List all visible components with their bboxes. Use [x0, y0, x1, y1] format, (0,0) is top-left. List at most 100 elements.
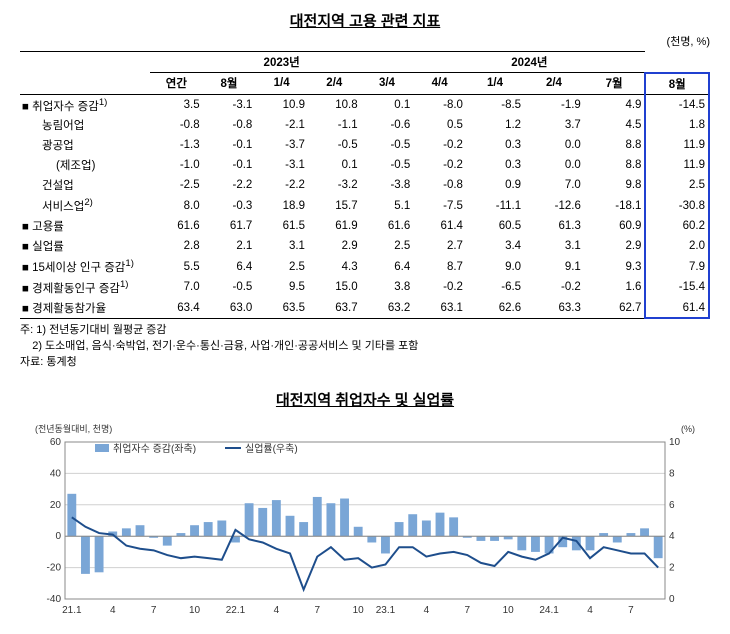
bar — [286, 516, 295, 536]
table-cell: 15.0 — [308, 277, 361, 298]
table-cell: -18.1 — [584, 195, 646, 216]
table-cell: 3.5 — [150, 94, 203, 115]
col-header: 4/4 — [413, 73, 466, 95]
svg-text:60: 60 — [50, 437, 62, 448]
table-cell: 10.8 — [308, 94, 361, 115]
svg-text:0: 0 — [669, 594, 675, 605]
bar — [476, 536, 485, 541]
table-cell: 1.2 — [466, 115, 524, 135]
table-cell: 9.0 — [466, 256, 524, 277]
year-header: 2023년 — [150, 52, 413, 73]
bar — [490, 536, 499, 541]
bar — [354, 527, 363, 536]
table-cell: 61.6 — [361, 216, 414, 236]
table-title: 대전지역 고용 관련 지표 — [20, 10, 710, 31]
row-label: 서비스업2) — [20, 195, 150, 216]
row-label: 건설업 — [20, 175, 150, 195]
table-cell: 18.9 — [255, 195, 308, 216]
table-cell: -0.1 — [203, 135, 256, 155]
bar — [367, 536, 376, 542]
table-cell: 61.4 — [645, 298, 709, 319]
table-body: ■ 취업자수 증감1)3.5-3.110.910.80.1-8.0-8.5-1.… — [20, 94, 709, 318]
table-cell: 63.4 — [150, 298, 203, 319]
bar — [613, 536, 622, 542]
bar — [122, 528, 131, 536]
bar — [313, 497, 322, 536]
table-cell: -0.5 — [361, 155, 414, 175]
svg-text:7: 7 — [151, 605, 157, 616]
table-cell: 3.1 — [524, 236, 584, 256]
employment-table: 2023년2024년연간8월1/42/43/44/41/42/47월8월 ■ 취… — [20, 51, 710, 319]
table-cell: 4.5 — [584, 115, 646, 135]
svg-text:23.1: 23.1 — [376, 605, 396, 616]
table-cell: -0.5 — [203, 277, 256, 298]
svg-text:(전년동월대비, 천명): (전년동월대비, 천명) — [35, 423, 112, 434]
table-cell: -3.2 — [308, 175, 361, 195]
table-cell: 10.9 — [255, 94, 308, 115]
table-cell: 0.1 — [361, 94, 414, 115]
table-cell: 0.3 — [466, 135, 524, 155]
table-cell: 63.1 — [413, 298, 466, 319]
svg-text:24.1: 24.1 — [539, 605, 559, 616]
svg-text:22.1: 22.1 — [226, 605, 246, 616]
col-header: 2/4 — [524, 73, 584, 95]
svg-text:40: 40 — [50, 469, 62, 480]
table-cell: -0.1 — [203, 155, 256, 175]
bar — [217, 521, 226, 537]
table-cell: 0.1 — [308, 155, 361, 175]
table-cell: 8.0 — [150, 195, 203, 216]
row-label: ■ 경제활동인구 증감1) — [20, 277, 150, 298]
table-cell: -0.2 — [413, 155, 466, 175]
svg-text:7: 7 — [464, 605, 470, 616]
svg-text:4: 4 — [274, 605, 280, 616]
svg-text:0: 0 — [55, 531, 61, 542]
col-header: 8월 — [645, 73, 709, 95]
table-cell: -7.5 — [413, 195, 466, 216]
bar — [326, 503, 335, 536]
bar — [395, 522, 404, 536]
table-cell: -0.3 — [203, 195, 256, 216]
bar — [640, 528, 649, 536]
bar — [422, 521, 431, 537]
row-label: (제조업) — [20, 155, 150, 175]
svg-text:6: 6 — [669, 500, 675, 511]
table-cell: -0.8 — [413, 175, 466, 195]
bar — [81, 536, 90, 574]
table-cell: -1.0 — [150, 155, 203, 175]
table-cell: -12.6 — [524, 195, 584, 216]
table-cell: 6.4 — [361, 256, 414, 277]
table-cell: 7.9 — [645, 256, 709, 277]
svg-text:4: 4 — [669, 531, 675, 542]
svg-text:7: 7 — [628, 605, 634, 616]
table-cell: 61.3 — [524, 216, 584, 236]
table-cell: 5.1 — [361, 195, 414, 216]
bar — [586, 536, 595, 550]
table-cell: -0.2 — [413, 135, 466, 155]
bar — [67, 494, 76, 536]
table-cell: -1.1 — [308, 115, 361, 135]
table-cell: 7.0 — [150, 277, 203, 298]
table-cell: 8.7 — [413, 256, 466, 277]
table-cell: 3.7 — [524, 115, 584, 135]
svg-text:2: 2 — [669, 563, 675, 574]
col-header: 2/4 — [308, 73, 361, 95]
bar — [381, 536, 390, 553]
row-label: ■ 고용률 — [20, 216, 150, 236]
table-cell: -1.9 — [524, 94, 584, 115]
table-cell: -3.7 — [255, 135, 308, 155]
svg-text:4: 4 — [587, 605, 593, 616]
row-label: ■ 실업률 — [20, 236, 150, 256]
bar — [163, 536, 172, 545]
table-cell: -3.1 — [255, 155, 308, 175]
table-cell: 9.1 — [524, 256, 584, 277]
table-cell: 62.6 — [466, 298, 524, 319]
table-cell: 2.5 — [255, 256, 308, 277]
table-cell: -0.6 — [361, 115, 414, 135]
table-cell: 63.2 — [361, 298, 414, 319]
table-cell: 61.6 — [150, 216, 203, 236]
table-cell: 61.7 — [203, 216, 256, 236]
table-note: 주: 1) 전년동기대비 월평균 증감 — [20, 323, 710, 339]
svg-text:취업자수 증감(좌축): 취업자수 증감(좌축) — [113, 442, 196, 455]
table-cell: 60.9 — [584, 216, 646, 236]
col-header: 연간 — [150, 73, 203, 95]
